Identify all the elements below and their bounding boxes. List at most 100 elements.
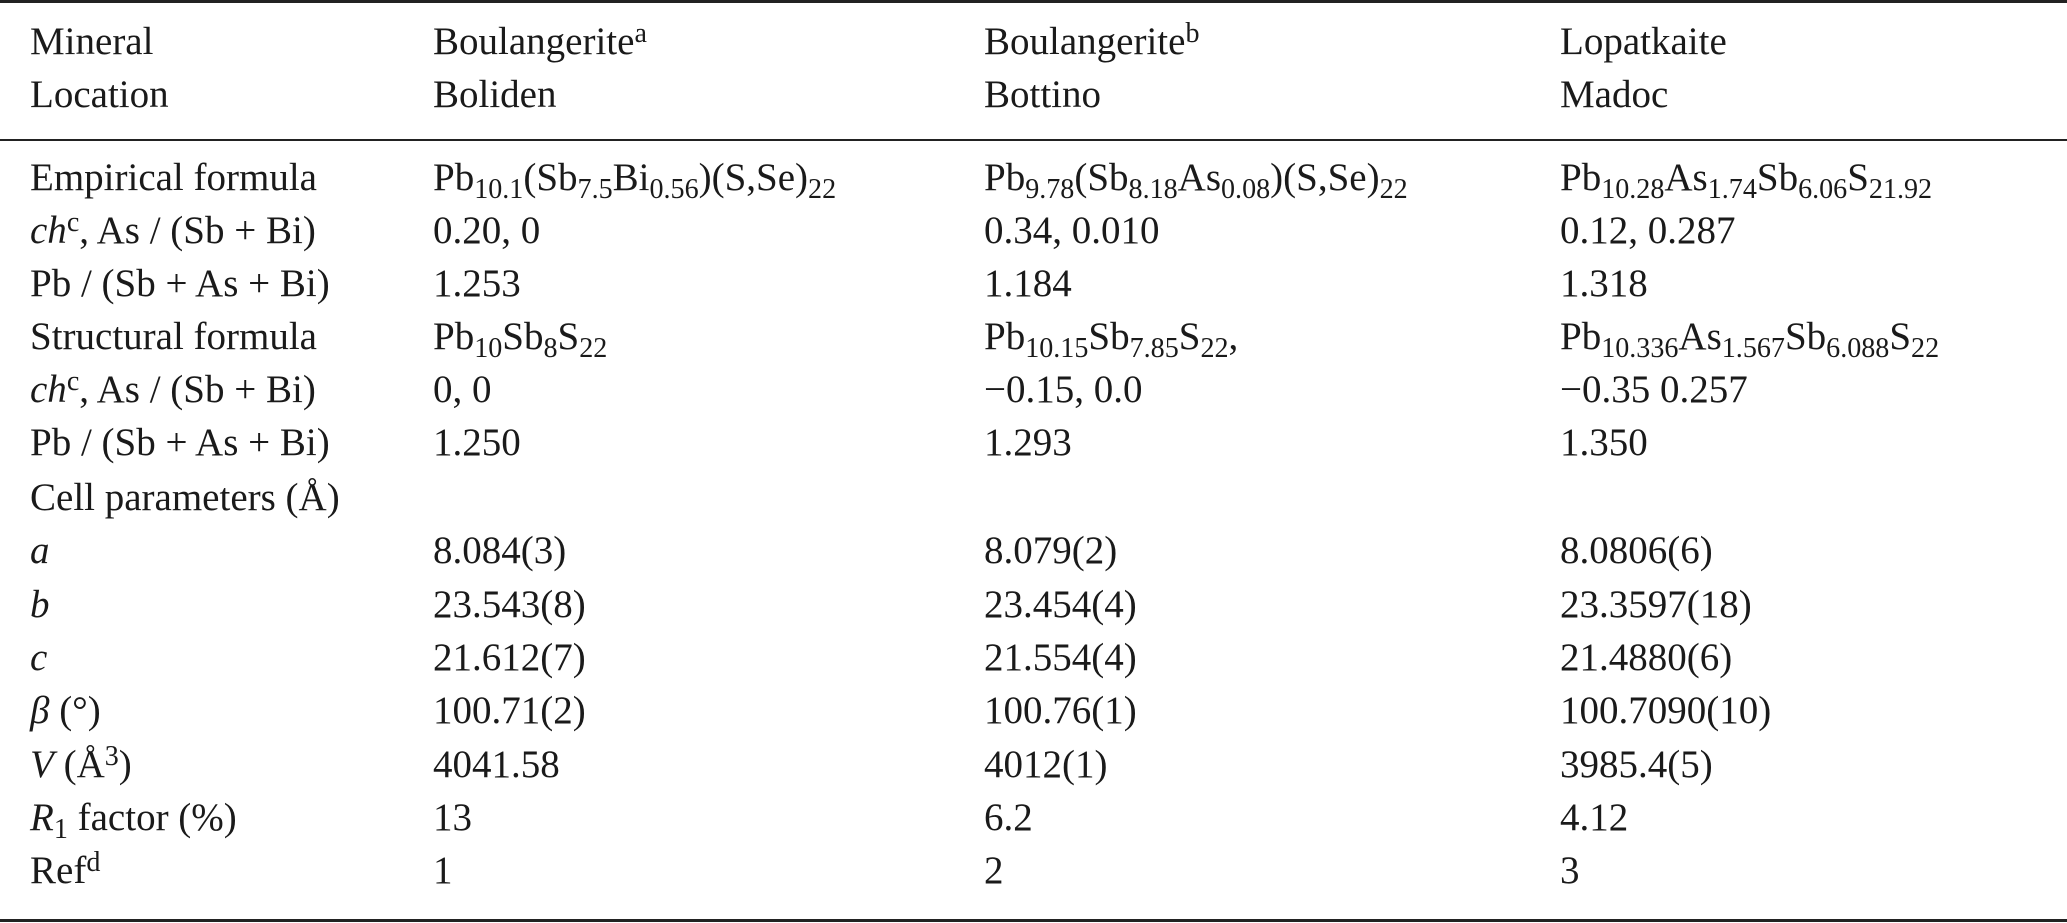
formula-text: Pb: [984, 315, 1026, 358]
label-r1-factor: R1 factor (%): [30, 796, 237, 845]
structural-formula-boliden: Pb10Sb8S22: [433, 312, 607, 362]
label-structural-ch-ratio: chc, As / (Sb + Bi): [30, 366, 316, 411]
ref-bottino: 2: [984, 849, 1004, 892]
label-b: b: [30, 583, 50, 626]
formula-text: Pb: [984, 156, 1026, 199]
footnote-a: a: [634, 18, 647, 50]
structural-ch-ratio-madoc: −0.35 0.257: [1560, 368, 1748, 411]
formula-subscript: 21.92: [1868, 173, 1933, 205]
pb-ratio-bottino: 1.184: [984, 262, 1072, 305]
formula-text: Bi: [612, 156, 650, 199]
formula-text: S: [557, 315, 580, 358]
structural-pb-ratio-boliden: 1.250: [433, 421, 521, 464]
c-madoc: 21.4880(6): [1560, 636, 1733, 679]
formula-text: )(S,Se): [1270, 156, 1380, 199]
label-pb-ratio: Pb / (Sb + As + Bi): [30, 262, 330, 305]
formula-text: )(S,Se): [698, 156, 809, 199]
a-boliden: 8.084(3): [433, 529, 567, 572]
label-volume: V (Å3): [30, 741, 132, 786]
structural-formula-bottino: Pb10.15Sb7.85S22,: [984, 312, 1238, 362]
formula-text: Pb: [433, 315, 475, 358]
ch-ratio-bottino: 0.34, 0.010: [984, 209, 1160, 252]
table-bottom-rule: [0, 919, 2067, 922]
formula-subscript: 22: [1200, 332, 1229, 364]
empirical-formula-boliden: Pb10.1(Sb7.5Bi0.56)(S,Se)22: [433, 153, 836, 203]
formula-subscript: 0.56: [649, 173, 699, 205]
beta-madoc: 100.7090(10): [1560, 689, 1772, 732]
label-beta: β (°): [30, 689, 101, 732]
r1-boliden: 13: [433, 796, 472, 839]
formula-text: Pb: [1560, 156, 1602, 199]
ref-boliden: 1: [433, 849, 453, 892]
formula-text: (Sb: [523, 156, 578, 199]
a-bottino: 8.079(2): [984, 529, 1118, 572]
formula-subscript: 22: [1911, 332, 1940, 364]
empirical-formula-bottino: Pb9.78(Sb8.18As0.08)(S,Se)22: [984, 153, 1408, 203]
formula-text: S: [1889, 315, 1912, 358]
c-bottino: 21.554(4): [984, 636, 1137, 679]
b-madoc: 23.3597(18): [1560, 583, 1752, 626]
footnote-b: b: [1185, 18, 1200, 50]
formula-subscript: 10.1: [474, 173, 524, 205]
c-boliden: 21.612(7): [433, 636, 586, 679]
formula-subscript: 22: [808, 173, 837, 205]
formula-text: S: [1178, 315, 1201, 358]
formula-text: As: [1678, 315, 1722, 358]
label-ref: Refd: [30, 847, 101, 892]
location-bottino: Bottino: [984, 73, 1102, 116]
formula-subscript: 8: [543, 332, 558, 364]
footnote-d: d: [86, 847, 101, 879]
r1-bottino: 6.2: [984, 796, 1033, 839]
formula-subscript: 10.336: [1601, 332, 1679, 364]
header-boulangerite-bottino: Boulangeriteb: [984, 18, 1200, 63]
beta-bottino: 100.76(1): [984, 689, 1137, 732]
r1-madoc: 4.12: [1560, 796, 1629, 839]
pb-ratio-madoc: 1.318: [1560, 262, 1648, 305]
header-boulangerite-boliden: Boulangeritea: [433, 18, 647, 63]
structural-pb-ratio-madoc: 1.350: [1560, 421, 1648, 464]
formula-text: As: [1664, 156, 1708, 199]
empirical-formula-madoc: Pb10.28As1.74Sb6.06S21.92: [1560, 153, 1932, 203]
formula-subscript: 7.85: [1129, 332, 1179, 364]
ref-madoc: 3: [1560, 849, 1580, 892]
formula-text: Sb: [502, 315, 544, 358]
formula-subscript: 7.5: [577, 173, 613, 205]
formula-subscript: 8.18: [1128, 173, 1178, 205]
formula-subscript: 1.567: [1721, 332, 1785, 364]
formula-subscript: 22: [1379, 173, 1408, 205]
formula-text: Sb: [1088, 315, 1130, 358]
volume-madoc: 3985.4(5): [1560, 743, 1713, 786]
formula-subscript: 22: [579, 332, 608, 364]
a-madoc: 8.0806(6): [1560, 529, 1713, 572]
formula-subscript: 1.74: [1707, 173, 1757, 205]
formula-text: (Sb: [1074, 156, 1129, 199]
formula-subscript: 0.08: [1221, 173, 1271, 205]
formula-subscript: 10.15: [1025, 332, 1089, 364]
label-ch-ratio: chc, As / (Sb + Bi): [30, 207, 316, 252]
formula-text: Pb: [433, 156, 475, 199]
label-empirical-formula: Empirical formula: [30, 156, 317, 199]
location-madoc: Madoc: [1560, 73, 1669, 116]
b-boliden: 23.543(8): [433, 583, 586, 626]
structural-pb-ratio-bottino: 1.293: [984, 421, 1072, 464]
structural-ch-ratio-bottino: −0.15, 0.0: [984, 368, 1143, 411]
formula-text: Sb: [1784, 315, 1827, 358]
formula-subscript: 6.088: [1826, 332, 1890, 364]
ch-ratio-boliden: 0.20, 0: [433, 209, 541, 252]
ch-ratio-madoc: 0.12, 0.287: [1560, 209, 1736, 252]
table-header-rule: [0, 139, 2067, 141]
header-lopatkaite: Lopatkaite: [1560, 20, 1727, 63]
label-a: a: [30, 529, 50, 572]
formula-subscript: 10.28: [1601, 173, 1665, 205]
b-bottino: 23.454(4): [984, 583, 1137, 626]
volume-boliden: 4041.58: [433, 743, 560, 786]
formula-text: As: [1177, 156, 1222, 199]
header-location: Location: [30, 73, 169, 116]
formula-subscript: 10: [474, 332, 503, 364]
location-boliden: Boliden: [433, 73, 557, 116]
header-mineral: Mineral: [30, 20, 154, 63]
formula-text: Sb: [1756, 156, 1799, 199]
table-top-rule: [0, 0, 2067, 3]
label-cell-parameters: Cell parameters (Å): [30, 476, 340, 519]
formula-subscript: 9.78: [1025, 173, 1075, 205]
